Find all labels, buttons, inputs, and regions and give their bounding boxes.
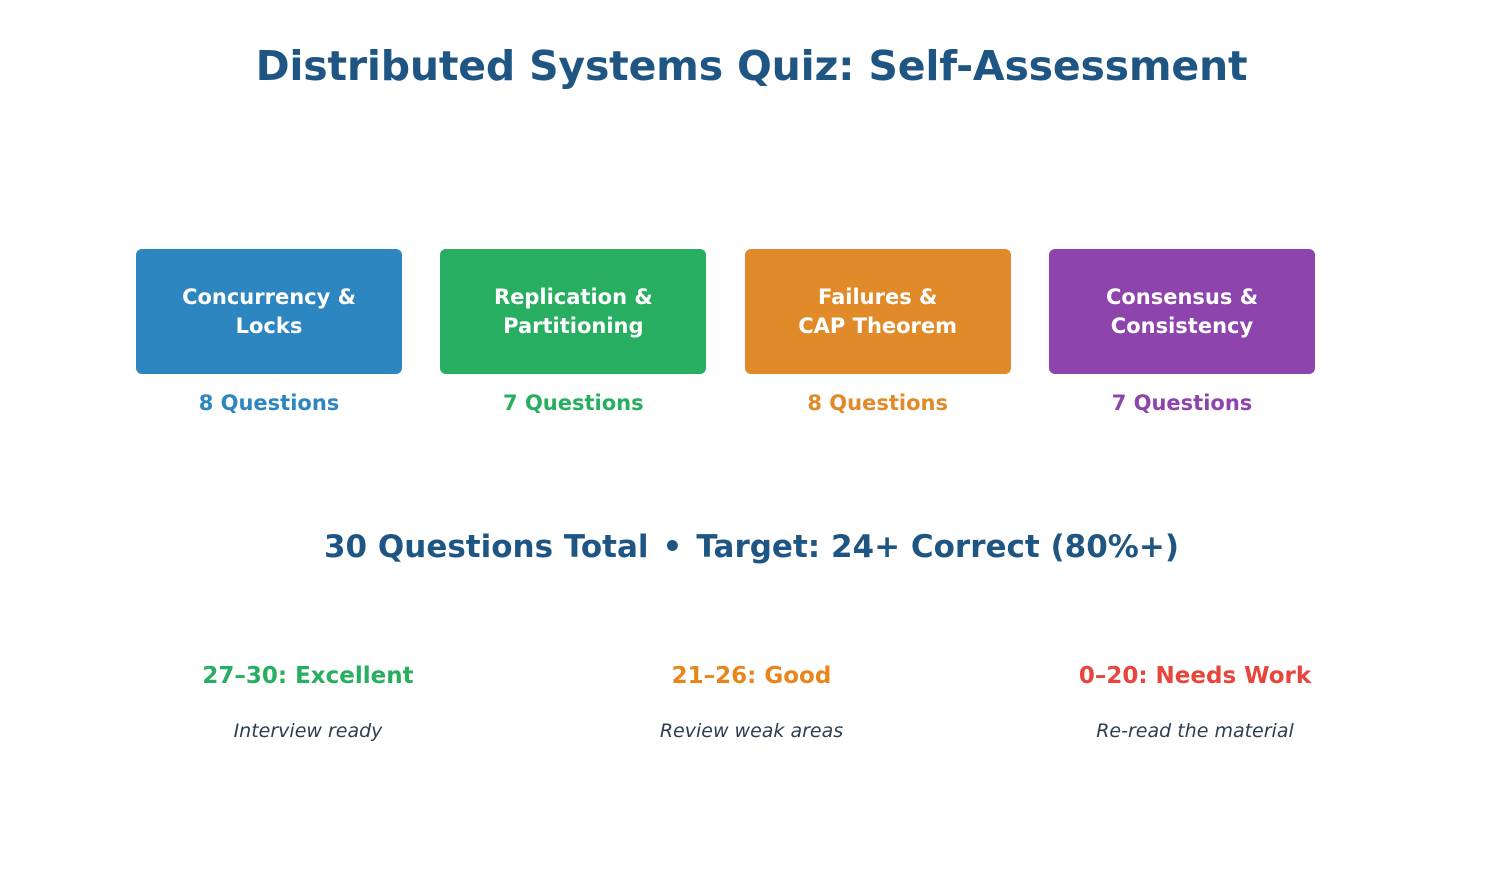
topic-card-consensus-consistency[interactable]: Consensus & Consistency 7 Questions bbox=[1048, 249, 1315, 415]
score-band-title: 21–26: Good bbox=[671, 663, 832, 689]
score-band-title: 27–30: Excellent bbox=[202, 663, 414, 689]
topic-card-box[interactable]: Replication & Partitioning bbox=[440, 249, 707, 374]
summary-target-label: Target: 24+ Correct (80%+) bbox=[696, 529, 1180, 565]
score-band-note: Re-read the material bbox=[1096, 719, 1294, 742]
topic-card-label: Replication & Partitioning bbox=[493, 285, 653, 338]
topic-question-count: 8 Questions bbox=[198, 391, 340, 415]
bullet-separator-icon: • bbox=[662, 528, 683, 565]
topic-card-label: Consensus & Consistency bbox=[1105, 285, 1259, 338]
score-band-title: 0–20: Needs Work bbox=[1078, 663, 1312, 689]
score-band-excellent: 27–30: Excellent Interview ready bbox=[99, 663, 517, 742]
topic-question-count: 8 Questions bbox=[807, 391, 948, 415]
topic-card-label: Concurrency & Locks bbox=[182, 285, 356, 338]
topic-question-count: 7 Questions bbox=[503, 391, 644, 415]
score-bands-row: 27–30: Excellent Interview ready 21–26: … bbox=[99, 663, 1404, 742]
score-band-note: Interview ready bbox=[233, 719, 383, 742]
page-title: Distributed Systems Quiz: Self-Assessmen… bbox=[255, 42, 1248, 90]
score-band-needs-work: 0–20: Needs Work Re-read the material bbox=[986, 663, 1404, 742]
topic-cards-row: Concurrency & Locks 8 Questions Replicat… bbox=[136, 249, 1315, 415]
summary-line: 30 Questions Total • Target: 24+ Correct… bbox=[0, 529, 1503, 565]
topic-card-label: Failures & CAP Theorem bbox=[798, 285, 958, 338]
topic-question-count: 7 Questions bbox=[1111, 391, 1253, 415]
topic-card-concurrency-locks[interactable]: Concurrency & Locks 8 Questions bbox=[136, 249, 402, 415]
score-band-note: Review weak areas bbox=[659, 719, 844, 742]
summary-total-label: 30 Questions Total bbox=[323, 529, 649, 565]
topic-card-replication-partitioning[interactable]: Replication & Partitioning 7 Questions bbox=[440, 249, 707, 415]
topic-card-box[interactable]: Consensus & Consistency bbox=[1048, 249, 1315, 374]
topic-card-failures-cap-theorem[interactable]: Failures & CAP Theorem 8 Questions bbox=[744, 249, 1011, 415]
score-band-good: 21–26: Good Review weak areas bbox=[543, 663, 961, 742]
topic-card-box[interactable]: Concurrency & Locks bbox=[136, 249, 402, 374]
topic-card-box[interactable]: Failures & CAP Theorem bbox=[744, 249, 1011, 374]
